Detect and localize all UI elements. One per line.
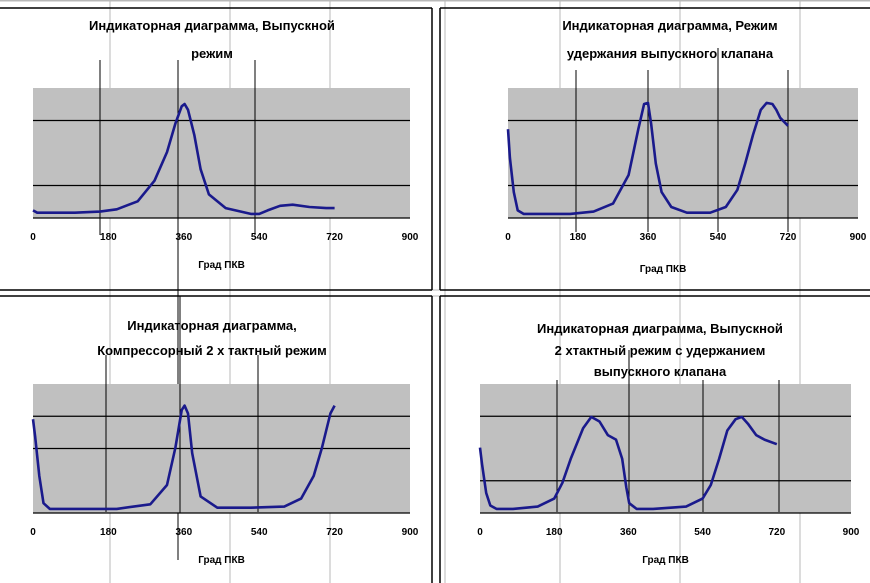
x-axis-label: Град ПКВ — [640, 264, 687, 275]
pressure-series-line — [32, 102, 335, 216]
x-tick-label: 0 — [477, 527, 483, 538]
x-tick-label: 360 — [620, 527, 637, 538]
x-tick-label: 900 — [843, 527, 860, 538]
chart-title-line: Индикаторная диаграмма, — [127, 318, 297, 333]
x-tick-label: 180 — [100, 232, 117, 243]
x-axis-label: Град ПКВ — [642, 555, 689, 566]
chart-title-line: Индикаторная диаграмма, Режим — [562, 18, 777, 33]
x-tick-label: 0 — [30, 232, 36, 243]
chart-title-line: режим — [191, 46, 233, 61]
x-axis-label: Град ПКВ — [198, 555, 245, 566]
x-tick-label: 180 — [546, 527, 563, 538]
chart-title-line: 2 хтактный режим с удержанием — [555, 343, 766, 358]
indicator-chart-1: Индикаторная диаграмма, Выпускной режим 0 1… — [30, 18, 419, 560]
x-axis-label: Град ПКВ — [198, 260, 245, 271]
x-tick-label: 540 — [694, 527, 711, 538]
x-tick-label: 540 — [251, 527, 268, 538]
plot-area — [33, 88, 410, 218]
chart-frames — [0, 7, 870, 583]
pressure-series-line — [506, 101, 789, 216]
x-tick-label: 360 — [640, 232, 657, 243]
x-tick-label: 540 — [251, 232, 268, 243]
chart-title-line: Индикаторная диаграмма, Выпускной — [537, 321, 783, 336]
charts-layer: Индикаторная диаграмма, Выпускной режим 0 1… — [30, 18, 867, 566]
x-tick-label: 720 — [326, 527, 343, 538]
x-tick-label: 900 — [402, 232, 419, 243]
x-tick-label: 180 — [100, 527, 117, 538]
chart-title-line: выпускного клапана — [594, 364, 727, 379]
pressure-series-line — [478, 415, 778, 511]
indicator-chart-3: Индикаторная диаграмма, Компрессорный 2 х… — [30, 296, 419, 566]
x-tick-label: 0 — [505, 232, 511, 243]
chart-title-line: удержания выпускного клапана — [567, 46, 774, 61]
plot-area — [508, 88, 858, 218]
x-tick-label: 360 — [175, 232, 192, 243]
pressure-series-line — [31, 404, 336, 511]
x-tick-label: 360 — [175, 527, 192, 538]
x-tick-label: 900 — [402, 527, 419, 538]
x-tick-label: 720 — [768, 527, 785, 538]
x-tick-label: 540 — [710, 232, 727, 243]
x-tick-label: 720 — [780, 232, 797, 243]
indicator-chart-2: Индикаторная диаграмма, Режим удержания в… — [505, 18, 867, 275]
chart-title-line: Индикаторная диаграмма, Выпускной — [89, 18, 335, 33]
chart-title-line: Компрессорный 2 х тактный режим — [97, 343, 327, 358]
x-tick-label: 720 — [326, 232, 343, 243]
plot-area — [480, 384, 851, 513]
x-tick-label: 0 — [30, 527, 36, 538]
x-tick-label: 900 — [850, 232, 867, 243]
indicator-chart-4: Индикаторная диаграмма, Выпускной 2 хтакт… — [477, 321, 860, 566]
x-tick-label: 180 — [570, 232, 587, 243]
